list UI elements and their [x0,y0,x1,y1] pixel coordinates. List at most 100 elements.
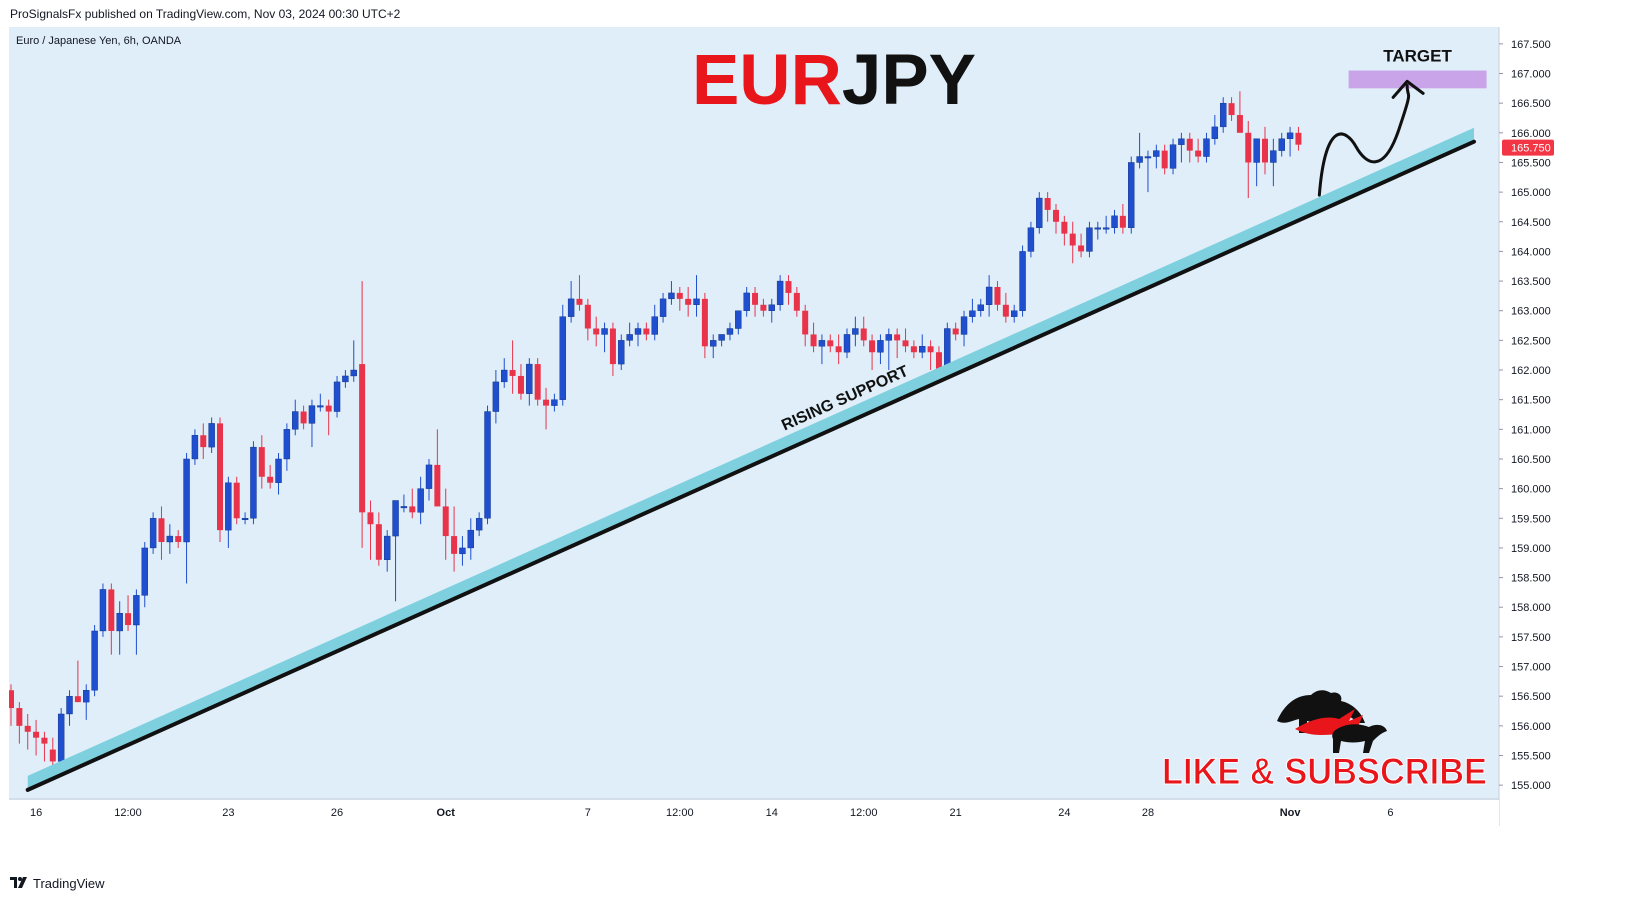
candle-body [200,435,207,448]
candle [985,275,993,317]
candle [1036,192,1043,234]
candle-body [91,630,98,691]
target-zone [1348,70,1487,89]
candle [1044,192,1051,222]
candle-body [567,298,575,317]
candle [191,429,199,465]
candle-body [1195,150,1202,157]
candle [676,287,683,311]
candle-body [66,695,73,715]
candle [534,358,541,406]
candle [241,512,249,525]
candle [843,328,851,359]
candle [601,322,608,353]
candle [526,358,533,406]
candle [325,399,332,436]
candle-body [776,280,784,305]
candle-body [1270,150,1277,163]
candle [626,322,633,347]
candle-body [359,364,366,513]
candle [1262,126,1268,175]
candle [384,530,391,572]
time-axis-ticks: 16 12:00 23 26 Oct 7 12:00 14 12:00 21 24 28 Nov 6 [30,807,1394,819]
candle-body [475,518,483,531]
candle-body [275,458,282,483]
candle [41,731,48,762]
like-subscribe-cta[interactable]: LIKE & SUBSCRIBE [1162,751,1488,793]
candle [375,512,382,566]
bull-bear-logo-icon [1277,690,1387,753]
price-tick-label: 163.500 [1511,276,1551,288]
candle-body [701,298,708,347]
candle [1078,233,1085,258]
candle-body [793,292,800,311]
time-tick-label: 23 [222,807,234,819]
chart-panel[interactable]: Euro / Japanese Yen, 6h, OANDA RISING SU… [9,27,1559,826]
candle-body [1119,215,1126,228]
candle [835,334,842,365]
candle-body [116,612,123,632]
candle-body [1094,227,1102,230]
candle-body [1161,150,1168,169]
candle-body [659,298,667,317]
candle-body [9,690,14,709]
candle [9,684,14,726]
candle [994,281,1001,311]
candle-body [1027,227,1035,252]
candle-body [342,375,349,383]
footer: TradingView [10,876,105,891]
candle-body [158,518,165,542]
plot-background [9,27,1499,826]
candle [551,393,558,412]
candle [166,524,174,554]
candle-body [994,287,1001,305]
candle-body [1219,102,1227,128]
candle-body [902,340,909,347]
tradingview-brand[interactable]: TradingView [33,876,105,891]
candle-body [292,411,299,430]
candle-body [1262,138,1268,163]
candle-body [634,328,642,335]
time-tick-label: 16 [30,807,42,819]
candle [317,393,324,412]
candle [258,435,265,489]
candle [33,719,40,756]
candle [543,387,550,430]
candlestick-chart[interactable]: Euro / Japanese Yen, 6h, OANDA RISING SU… [9,27,1559,826]
candle [208,417,215,454]
candle [49,737,56,768]
candle [425,458,433,501]
last-price-badge [1502,139,1554,156]
candle [333,375,341,418]
candle-body [41,737,48,744]
candle-body [392,500,399,537]
candle [116,601,123,655]
candle [1002,292,1009,323]
candle [233,476,240,525]
last-price-label: 165.750 [1511,143,1551,155]
candle [1245,120,1252,199]
candle-body [534,364,541,400]
candle [1128,156,1135,234]
candle-body [1053,209,1059,222]
candle [91,625,98,697]
candle [1094,221,1102,240]
candle-body [526,363,533,394]
candle [225,476,232,548]
candle [977,298,984,317]
candle [768,298,775,323]
candle [149,512,157,554]
candle [860,316,867,347]
candle-body [183,458,190,543]
candle [877,334,884,365]
candle-body [985,286,993,305]
price-tick-label: 167.000 [1511,69,1551,81]
candle [894,328,901,359]
candle-body [233,482,240,519]
tradingview-logo-icon[interactable] [10,876,28,891]
candle-body [1153,150,1160,157]
price-tick-label: 158.000 [1511,602,1551,614]
candle-body [626,334,633,341]
candle-body [910,346,917,353]
candle-body [434,464,441,507]
